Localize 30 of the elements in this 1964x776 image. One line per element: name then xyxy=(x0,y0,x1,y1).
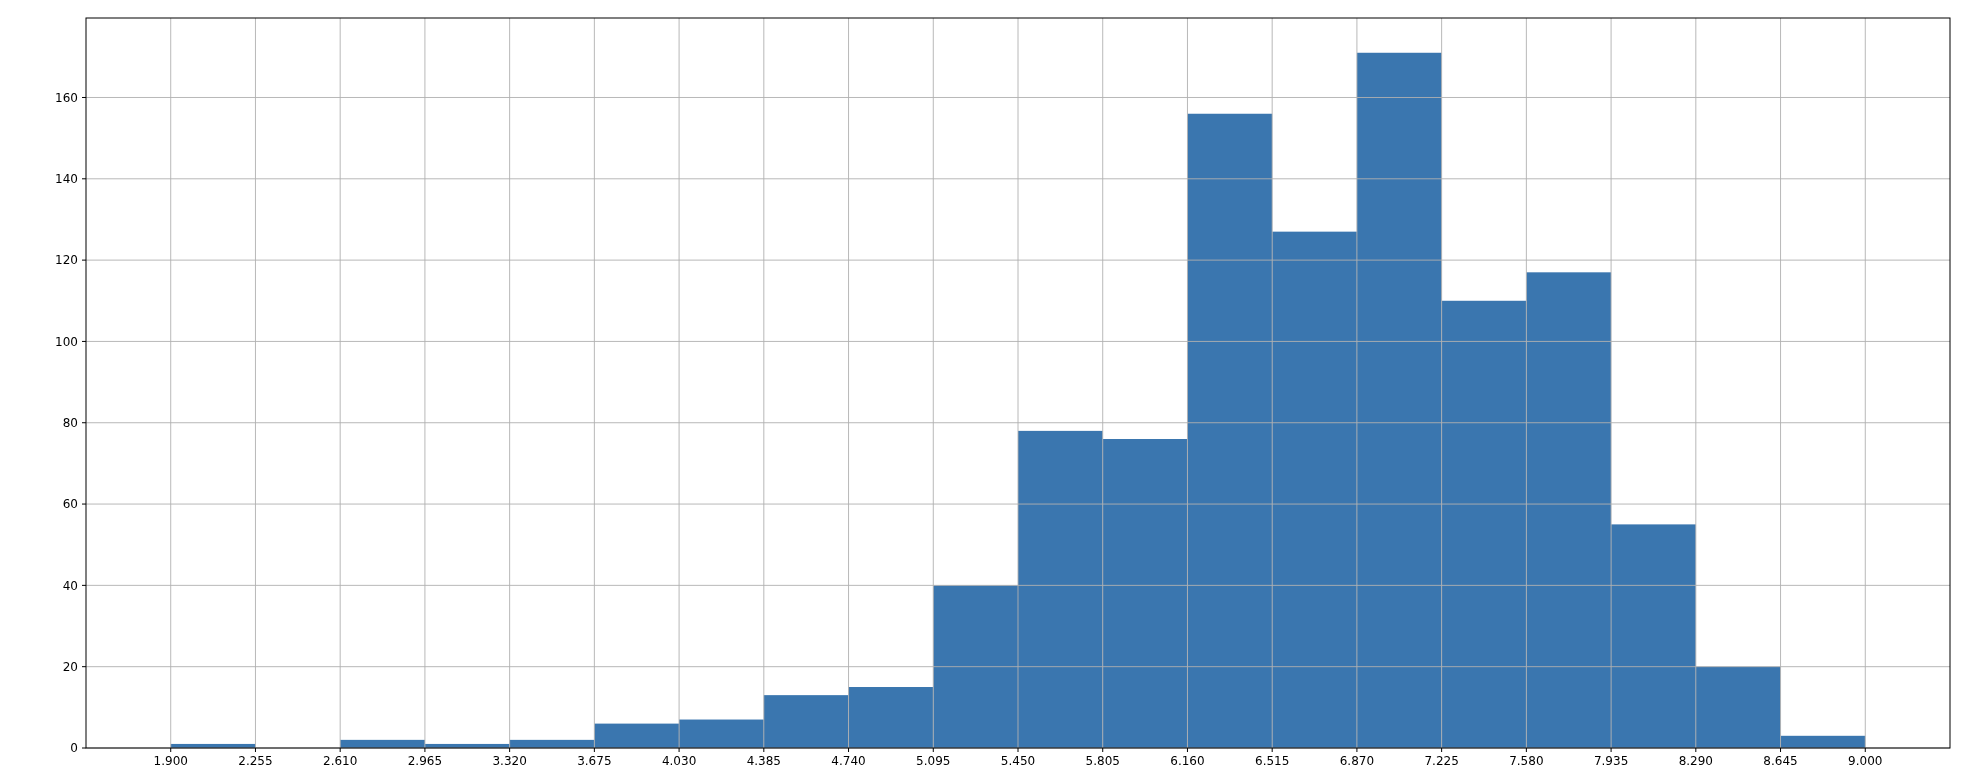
y-tick-label: 40 xyxy=(62,578,78,593)
x-tick-label: 4.385 xyxy=(746,754,781,768)
y-tick-label: 0 xyxy=(70,741,78,756)
y-tick-label: 100 xyxy=(55,334,78,349)
y-tick-label: 20 xyxy=(62,659,78,674)
x-tick-label: 6.160 xyxy=(1170,754,1205,768)
x-tick-label: 3.320 xyxy=(492,754,527,768)
x-tick-label: 2.965 xyxy=(407,754,443,768)
x-tick-label: 6.870 xyxy=(1339,754,1375,768)
y-tick-label: 80 xyxy=(62,415,78,430)
x-tick-label: 7.580 xyxy=(1509,754,1544,768)
x-tick-label: 6.515 xyxy=(1255,754,1290,768)
y-tick-label: 140 xyxy=(55,172,78,186)
x-tick-label: 8.645 xyxy=(1763,754,1798,768)
x-tick-label: 7.935 xyxy=(1593,754,1629,768)
x-tick-label: 1.900 xyxy=(153,754,188,768)
y-tick-label: 60 xyxy=(62,497,78,512)
x-tick-label: 5.805 xyxy=(1085,754,1120,768)
y-tick-label: 160 xyxy=(55,90,78,105)
x-tick-label: 5.450 xyxy=(1000,754,1036,768)
x-tick-label: 7.225 xyxy=(1424,754,1459,768)
x-tick-label: 9.000 xyxy=(1848,754,1883,768)
x-tick-label: 2.610 xyxy=(323,754,358,768)
x-tick-label: 8.290 xyxy=(1678,754,1713,768)
x-tick-label: 4.030 xyxy=(661,754,697,768)
x-tick-label: 4.740 xyxy=(831,754,866,768)
x-tick-label: 2.255 xyxy=(238,754,273,768)
x-tick-label: 5.095 xyxy=(916,754,951,768)
y-tick-label: 120 xyxy=(55,253,78,268)
x-tick-label: 3.675 xyxy=(577,754,612,768)
